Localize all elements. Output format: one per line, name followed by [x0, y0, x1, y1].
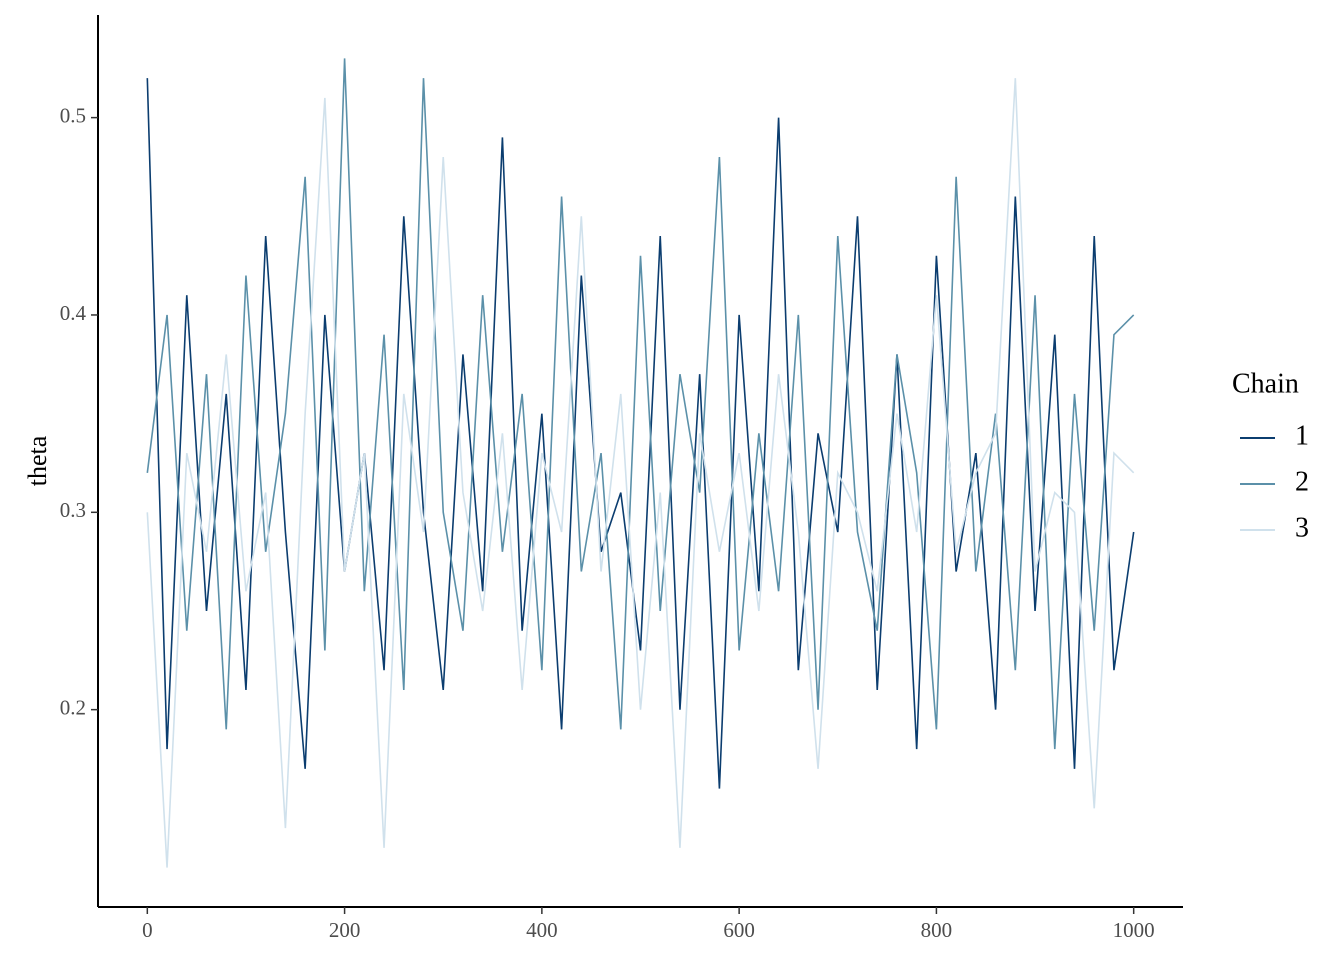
x-tick-label: 400	[526, 918, 558, 942]
y-tick-label: 0.5	[60, 103, 86, 127]
y-tick-label: 0.4	[60, 301, 87, 325]
x-tick-label: 600	[723, 918, 755, 942]
y-axis-title: theta	[23, 435, 52, 486]
x-tick-label: 800	[921, 918, 953, 942]
trace-line	[146, 58, 1135, 750]
plot-area	[146, 58, 1135, 868]
x-tick-label: 200	[329, 918, 361, 942]
x-tick-label: 0	[142, 918, 153, 942]
trace-line	[146, 78, 1135, 868]
legend-label: 1	[1295, 420, 1309, 451]
trace-line	[146, 78, 1135, 789]
legend-label: 2	[1295, 466, 1309, 497]
legend-label: 3	[1295, 512, 1309, 543]
y-tick-label: 0.3	[60, 498, 86, 522]
legend-title: Chain	[1232, 368, 1299, 399]
y-tick-label: 0.2	[60, 695, 86, 719]
x-tick-label: 1000	[1113, 918, 1155, 942]
